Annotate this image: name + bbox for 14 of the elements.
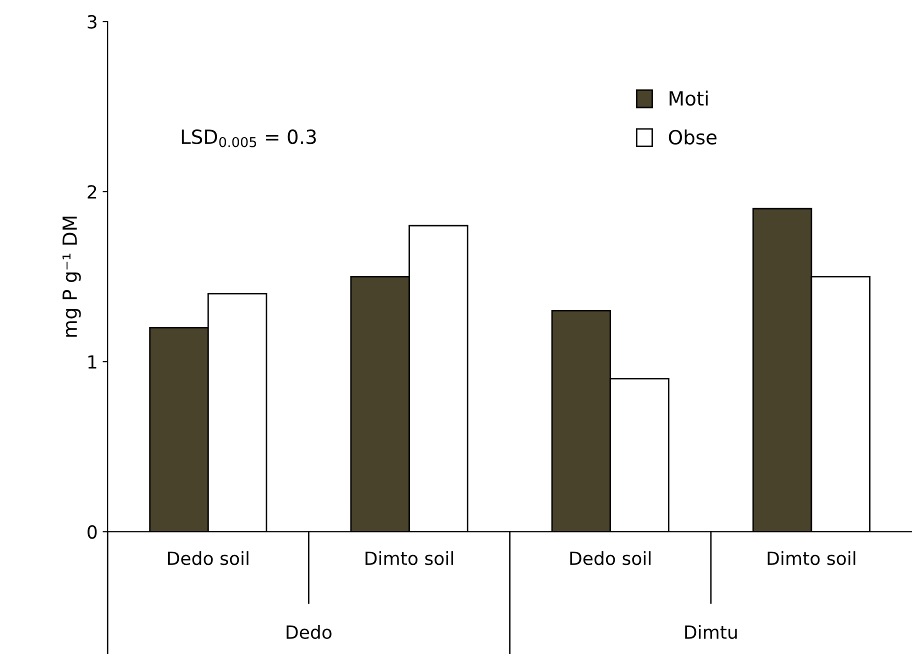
y-tick-label: 2 (88, 185, 96, 198)
x-tick-label: Dedo soil (168, 551, 248, 566)
y-tick-label: 3 (88, 15, 96, 29)
y-tick-label: 0 (88, 525, 97, 539)
x-tick-label: Dimto soil (768, 551, 856, 566)
legend-label: Moti (670, 90, 708, 106)
legend-label: Obse (668, 130, 716, 145)
y-axis-title: mg P g⁻¹ DM (62, 216, 81, 337)
text: Dimtu (685, 624, 737, 639)
x-tick-label: Dimto soil (366, 551, 453, 566)
annotation: LSD$_{0.005}$ = 0.3 (182, 129, 316, 148)
x-tick-label: Dedo soil (570, 551, 651, 566)
text: Dedo (286, 624, 332, 639)
y-tick-label: 1 (88, 355, 96, 369)
